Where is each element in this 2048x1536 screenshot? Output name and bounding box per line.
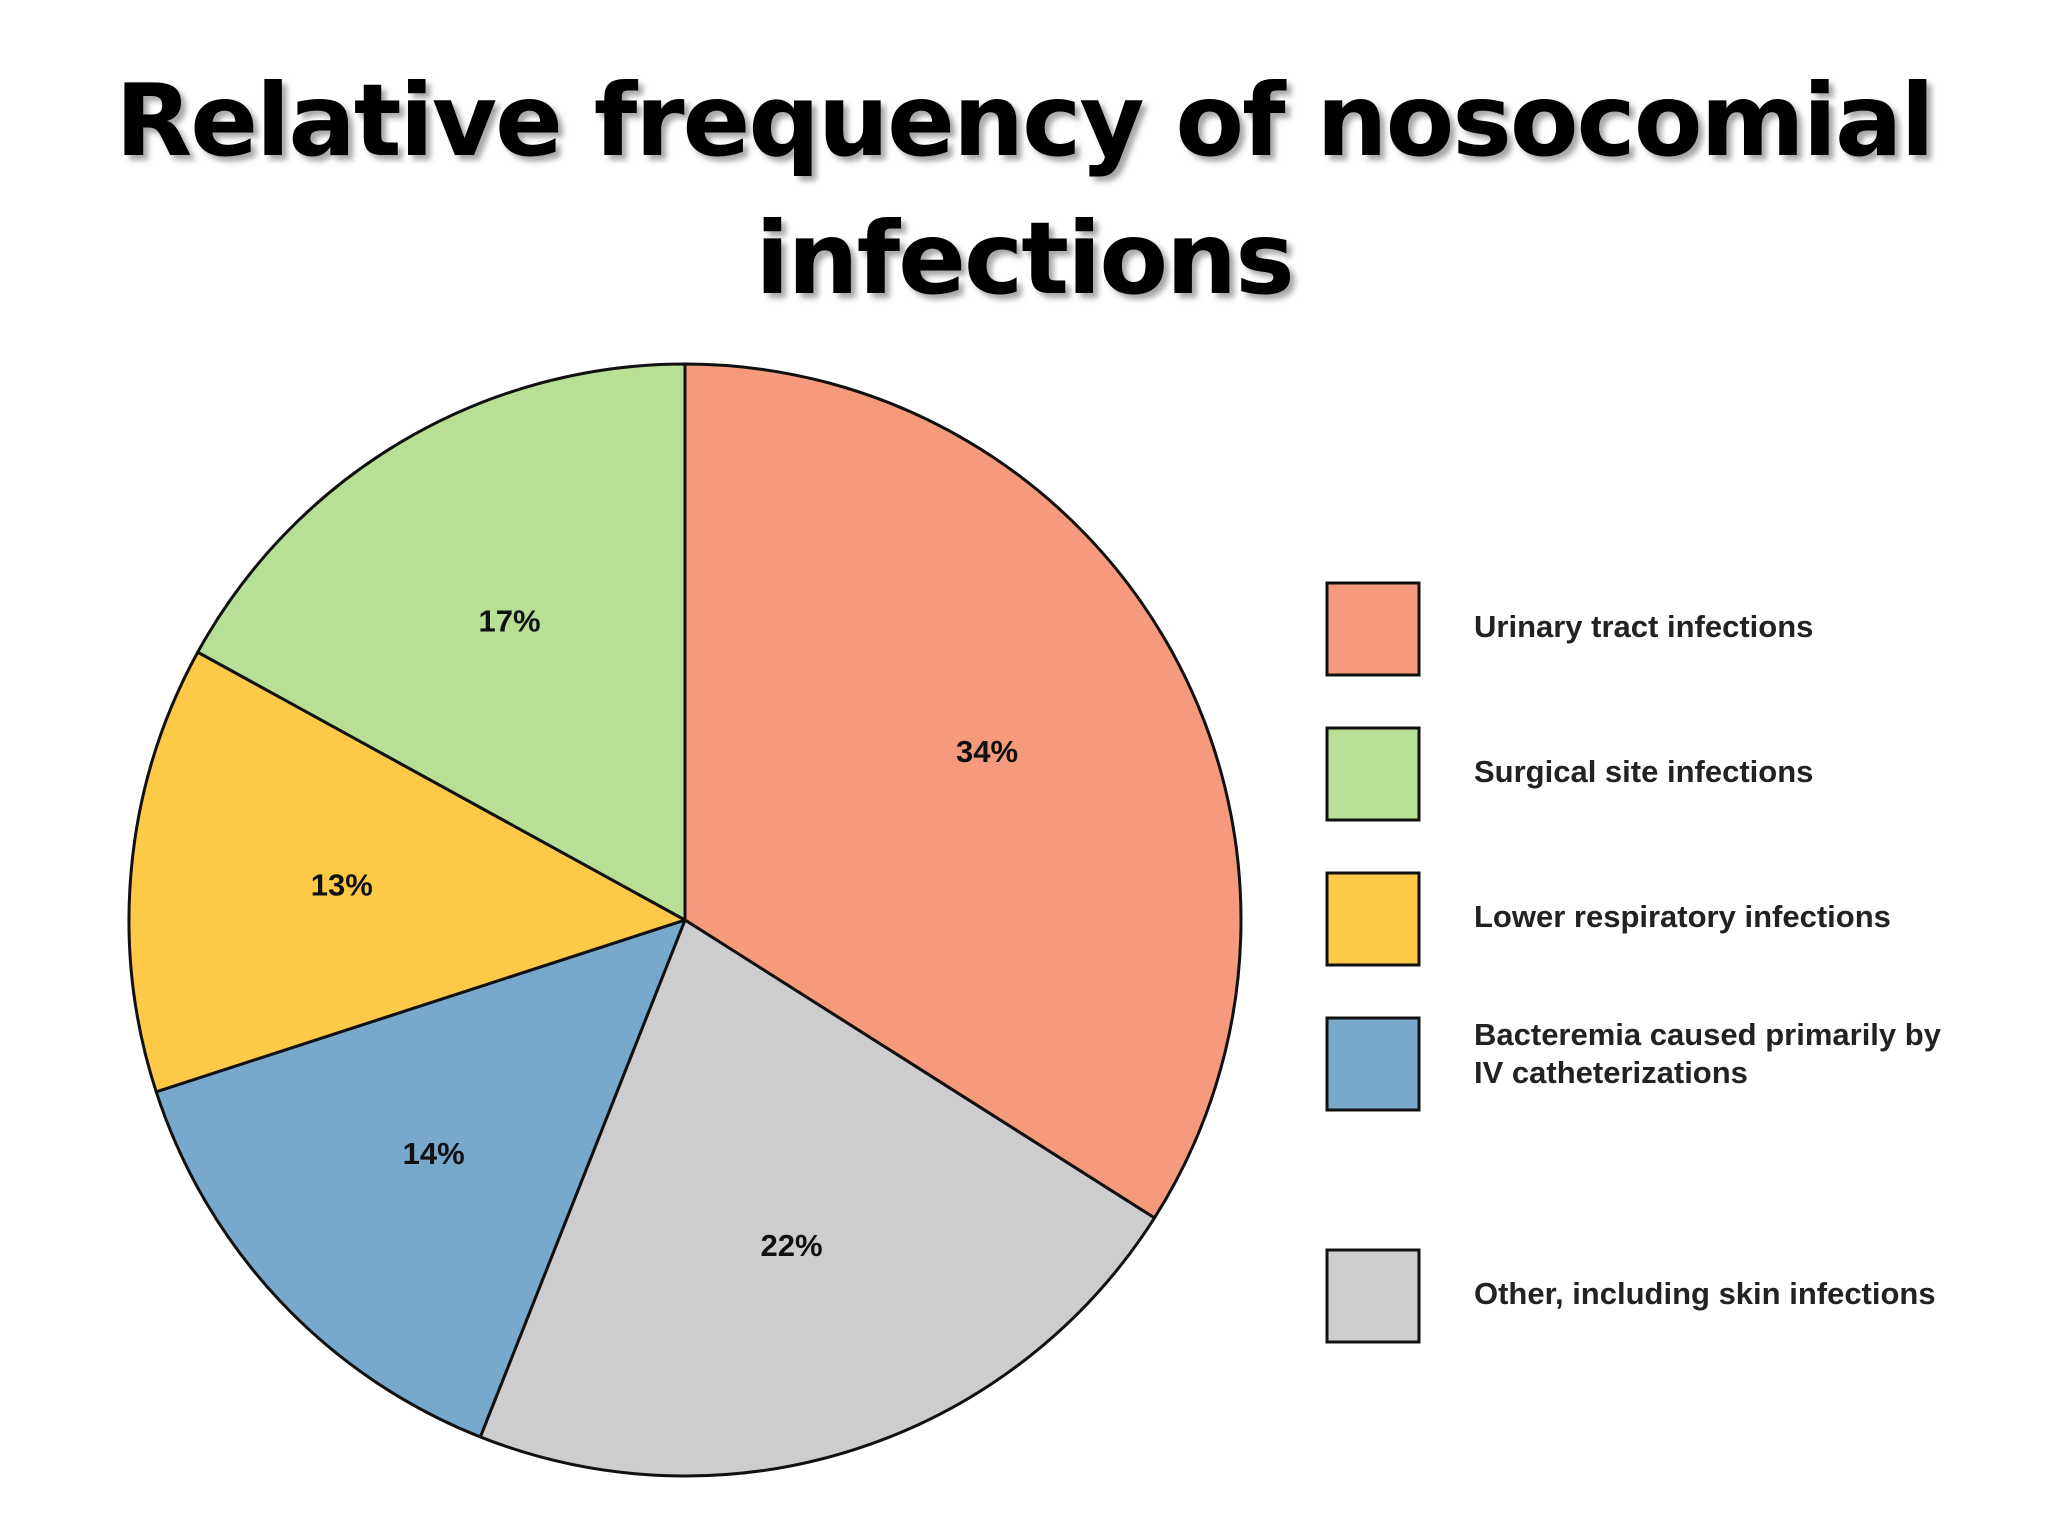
legend-swatch (1325, 871, 1421, 967)
pie-slice-surgical-site-infections (196, 362, 687, 922)
pie-slices (127, 362, 1243, 1478)
legend: Urinary tract infections Surgical site in… (1325, 581, 1942, 1344)
legend-swatch (1325, 1016, 1421, 1112)
slice-label-surgical-site-infections: 17% (478, 603, 540, 638)
legend-label: Lower respiratory infections (1474, 899, 1891, 934)
pie-slice-urinary-tract-infections (683, 362, 1243, 1220)
chart-title-line-1: Relative frequency of nosocomial (115, 62, 1935, 179)
legend-swatch (1325, 581, 1421, 677)
legend-item-urinary-tract-infections: Urinary tract infections (1325, 581, 1813, 677)
legend-item-surgical-site-infections: Surgical site infections (1325, 726, 1813, 822)
slice-label-bacteremia-caused-primarily-by-iv-catheterizations: 14% (403, 1136, 465, 1171)
legend-label: IV catheterizations (1474, 1055, 1748, 1090)
pie-slice-other-including-skin-infections (478, 918, 1156, 1478)
legend-swatch (1325, 726, 1421, 822)
legend-label: Urinary tract infections (1474, 609, 1813, 644)
pie-slice-labels: 34% 22% 14% 13% 17% (311, 603, 1018, 1263)
slice-label-urinary-tract-infections: 34% (956, 734, 1018, 769)
pie-slice-lower-respiratory-infections (127, 650, 687, 1094)
legend-label: Bacteremia caused primarily by (1474, 1017, 1942, 1052)
slice-label-lower-respiratory-infections: 13% (311, 868, 373, 903)
chart-title-line-2: infections (755, 200, 1295, 317)
legend-label: Surgical site infections (1474, 754, 1813, 789)
legend-item-other-including-skin-infections: Other, including skin infections (1325, 1248, 1936, 1344)
slice-label-other-including-skin-infections: 22% (761, 1228, 823, 1263)
legend-item-lower-respiratory-infections: Lower respiratory infections (1325, 871, 1891, 967)
legend-swatch (1325, 1248, 1421, 1344)
legend-label: Other, including skin infections (1474, 1276, 1936, 1311)
